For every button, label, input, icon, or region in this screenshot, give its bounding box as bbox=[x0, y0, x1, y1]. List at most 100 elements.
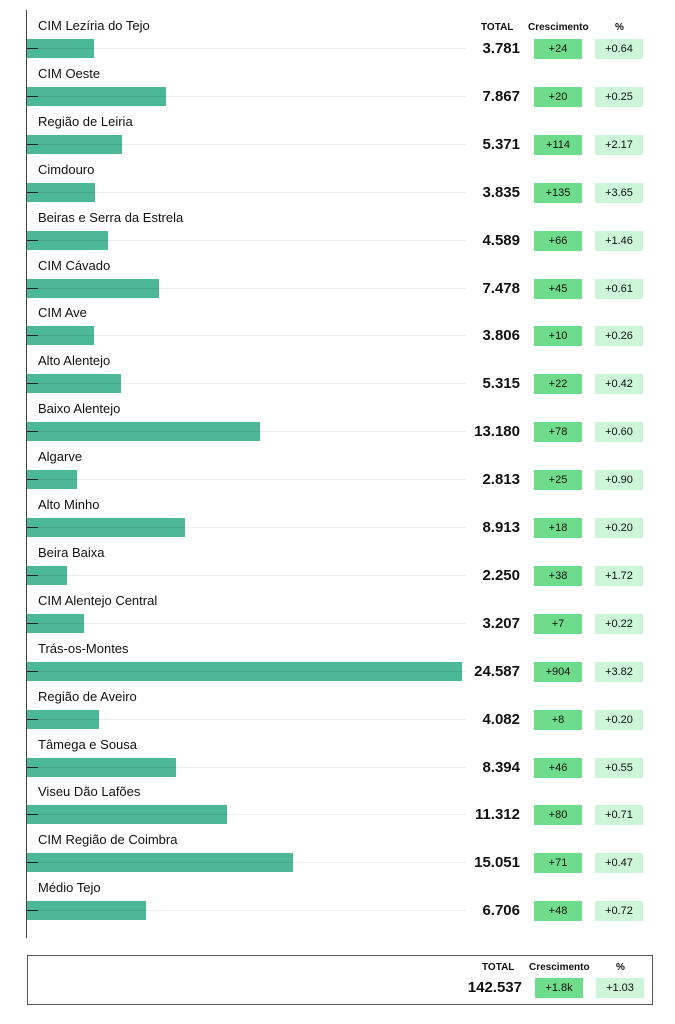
chart-row: CIM Oeste 7.867 +20 +0.25 bbox=[0, 64, 675, 112]
percent-badge: +0.20 bbox=[595, 518, 643, 538]
total-value: 3.835 bbox=[482, 183, 520, 201]
header-total: TOTAL bbox=[481, 22, 514, 33]
growth-badge: +904 bbox=[534, 661, 582, 682]
growth-badge: +25 bbox=[534, 470, 582, 491]
chart-row: Tâmega e Sousa 8.394 +46 +0.55 bbox=[0, 735, 675, 783]
bar-tick bbox=[27, 191, 38, 193]
growth-badge: +135 bbox=[534, 182, 582, 203]
bar bbox=[27, 518, 185, 537]
bar bbox=[27, 901, 146, 921]
summary-box: TOTAL Crescimento % 142.537 +1.8k +1.03 bbox=[27, 955, 653, 1005]
header-percent: % bbox=[615, 22, 624, 33]
percent-badge: +0.64 bbox=[595, 39, 643, 59]
chart-row: Viseu Dão Lafões 11.312 +80 +0.71 bbox=[0, 782, 675, 830]
growth-badge: +10 bbox=[534, 326, 582, 347]
percent-badge: +0.26 bbox=[595, 326, 643, 347]
gridline bbox=[27, 479, 467, 481]
bar-tick bbox=[27, 766, 38, 768]
bar bbox=[27, 470, 77, 490]
growth-badge: +45 bbox=[534, 278, 582, 299]
category-label: Trás-os-Montes bbox=[38, 640, 129, 656]
summary-total-value: 142.537 bbox=[467, 979, 522, 996]
bar bbox=[27, 134, 122, 154]
total-value: 4.589 bbox=[482, 231, 520, 249]
category-label: Alto Minho bbox=[38, 497, 100, 512]
chart-row: Médio Tejo 6.706 +48 +0.72 bbox=[0, 878, 675, 926]
total-value: 15.051 bbox=[474, 854, 520, 872]
category-label: Região de Leiria bbox=[38, 113, 133, 129]
bar bbox=[27, 278, 159, 298]
bar-tick bbox=[27, 670, 38, 672]
growth-badge: +78 bbox=[534, 422, 582, 443]
total-value: 2.250 bbox=[482, 566, 520, 584]
gridline bbox=[27, 287, 467, 289]
gridline bbox=[27, 622, 467, 624]
summary-growth-badge: +1.8k bbox=[535, 978, 583, 998]
gridline bbox=[27, 48, 467, 49]
growth-badge: +20 bbox=[534, 86, 582, 107]
category-label: Região de Aveiro bbox=[38, 688, 137, 704]
bar-tick bbox=[27, 718, 38, 720]
bar-tick bbox=[27, 143, 38, 145]
bar-tick bbox=[27, 527, 38, 528]
percent-badge: +1.46 bbox=[595, 230, 643, 251]
bar-tick bbox=[27, 814, 38, 816]
percent-badge: +0.47 bbox=[595, 853, 643, 874]
chart-row: CIM Alentejo Central 3.207 +7 +0.22 bbox=[0, 591, 675, 639]
total-value: 5.371 bbox=[482, 135, 520, 153]
bar-tick bbox=[27, 622, 38, 624]
chart-row: Região de Leiria 5.371 +114 +2.17 bbox=[0, 112, 675, 160]
percent-badge: +1.72 bbox=[595, 565, 643, 586]
chart-row: Região de Aveiro 4.082 +8 +0.20 bbox=[0, 687, 675, 735]
bar-tick bbox=[27, 287, 38, 289]
gridline bbox=[27, 383, 467, 385]
total-value: 5.315 bbox=[482, 375, 520, 393]
percent-badge: +3.65 bbox=[595, 182, 643, 203]
total-value: 7.867 bbox=[482, 87, 520, 105]
bar-chart: TOTAL Crescimento % CIM Lezíria do Tejo 3… bbox=[0, 10, 675, 938]
gridline bbox=[27, 95, 467, 97]
summary-growth-label: Crescimento bbox=[529, 962, 590, 973]
gridline bbox=[27, 143, 467, 145]
percent-badge: +0.61 bbox=[595, 278, 643, 299]
bar-tick bbox=[27, 95, 38, 97]
bar bbox=[27, 709, 99, 729]
bar bbox=[27, 805, 227, 825]
category-label: Cimdouro bbox=[38, 161, 95, 177]
bar bbox=[27, 86, 166, 106]
total-value: 13.180 bbox=[474, 423, 520, 441]
total-value: 24.587 bbox=[474, 662, 520, 680]
bar-tick bbox=[27, 431, 38, 433]
gridline bbox=[27, 718, 467, 720]
gridline bbox=[27, 527, 467, 528]
bar bbox=[27, 661, 462, 681]
summary-percent-label: % bbox=[616, 962, 625, 973]
gridline bbox=[27, 910, 467, 912]
gridline bbox=[27, 191, 467, 193]
bar bbox=[27, 613, 84, 633]
category-label: CIM Cávado bbox=[38, 257, 111, 273]
total-value: 2.813 bbox=[482, 471, 520, 489]
bar bbox=[27, 853, 293, 873]
bar-tick bbox=[27, 335, 38, 337]
growth-badge: +18 bbox=[534, 518, 582, 538]
percent-badge: +0.25 bbox=[595, 86, 643, 107]
chart-row: Cimdouro 3.835 +135 +3.65 bbox=[0, 160, 675, 208]
total-value: 7.478 bbox=[482, 279, 520, 297]
bar bbox=[27, 39, 94, 58]
gridline bbox=[27, 335, 467, 337]
category-label: Viseu Dão Lafões bbox=[38, 784, 141, 800]
category-label: CIM Lezíria do Tejo bbox=[38, 18, 150, 33]
y-axis-line bbox=[26, 10, 27, 938]
bar-tick bbox=[27, 574, 38, 576]
total-value: 4.082 bbox=[482, 710, 520, 728]
total-value: 11.312 bbox=[474, 806, 520, 824]
chart-row: CIM Lezíria do Tejo 3.781 +24 +0.64 bbox=[0, 16, 675, 64]
percent-badge: +0.72 bbox=[595, 901, 643, 922]
growth-badge: +48 bbox=[534, 901, 582, 922]
bar-tick bbox=[27, 910, 38, 912]
total-value: 8.394 bbox=[482, 758, 520, 776]
bar-tick bbox=[27, 383, 38, 385]
growth-badge: +7 bbox=[534, 613, 582, 634]
chart-row: CIM Cávado 7.478 +45 +0.61 bbox=[0, 256, 675, 304]
